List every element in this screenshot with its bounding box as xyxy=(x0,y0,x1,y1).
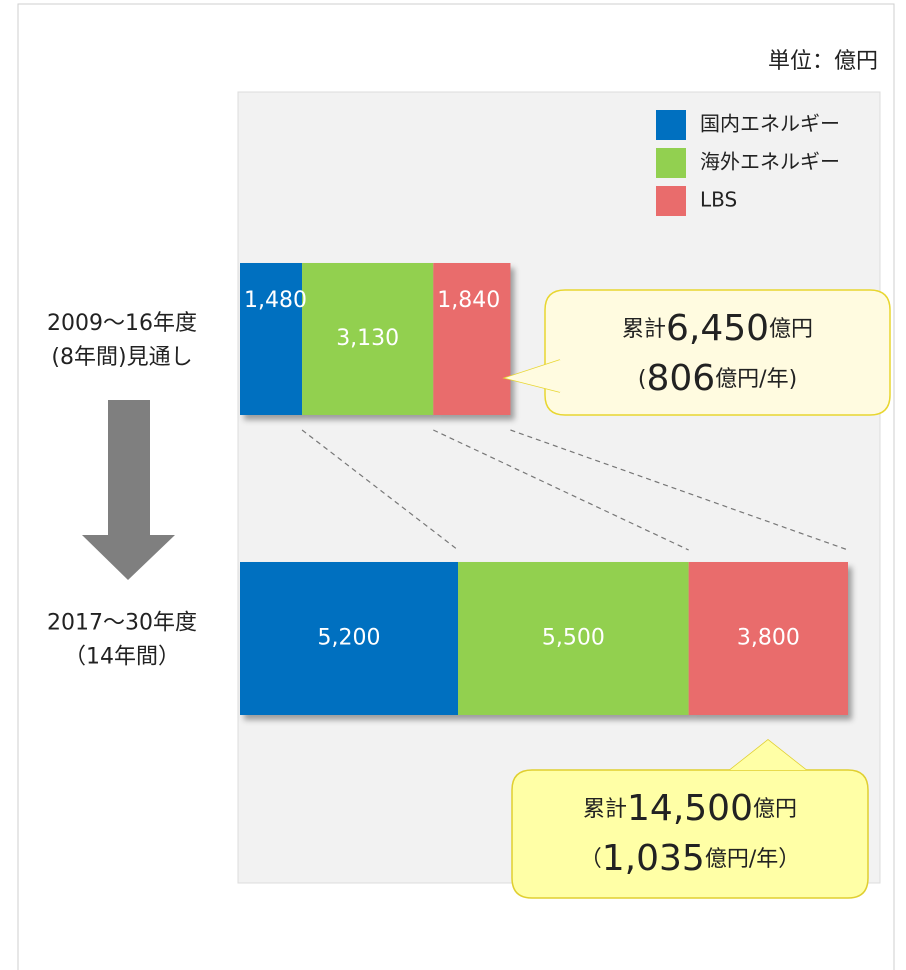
value-label: 3,130 xyxy=(336,326,399,351)
bar-segment xyxy=(240,562,459,715)
bar-group xyxy=(240,263,511,415)
frame xyxy=(17,3,895,970)
legend-label: 国内エネルギー xyxy=(700,112,840,136)
legend-label: LBS xyxy=(700,188,737,212)
value-label: 5,200 xyxy=(318,626,381,651)
legend-swatch xyxy=(656,110,686,140)
connector xyxy=(301,429,459,551)
value-label: 5,500 xyxy=(542,626,605,651)
callout-text-part: 累計 xyxy=(622,317,666,342)
callout-pointer-cover xyxy=(505,360,560,392)
connector xyxy=(433,429,689,551)
bar-segment xyxy=(433,263,511,415)
callout-text-part: 累計 xyxy=(583,797,627,822)
callout-text: 累計14,500億円 xyxy=(583,788,797,829)
category-label: (8年間)見通し xyxy=(51,345,192,370)
callout-text-part: 億円/年） xyxy=(705,847,800,872)
callout-box xyxy=(544,289,891,416)
bar-segment xyxy=(688,562,848,715)
value-label: 3,800 xyxy=(737,626,800,651)
callout-text-part: 806 xyxy=(646,358,715,399)
callout-pointer-cover xyxy=(730,740,806,770)
down-arrow xyxy=(82,400,175,580)
category-label: （14年間） xyxy=(64,645,180,670)
unit-label: 単位：億円 xyxy=(768,49,878,74)
callout-text-part: 14,500 xyxy=(627,788,753,829)
connector xyxy=(510,429,849,551)
category-label: 2017～30年度 xyxy=(47,611,197,636)
category-label: 2009～16年度 xyxy=(47,311,197,336)
legend-swatch xyxy=(656,148,686,178)
bar-segment xyxy=(302,263,434,415)
callout-text-part: ( xyxy=(638,367,647,392)
callout-text: （1,035億円/年） xyxy=(580,838,801,879)
callout-text-part: 6,450 xyxy=(666,308,769,349)
legend-swatch xyxy=(656,186,686,216)
bar-segment xyxy=(240,263,303,415)
bar-segment xyxy=(458,562,689,715)
callout-text-part: 億円/年) xyxy=(715,367,797,392)
callout-text: (806億円/年) xyxy=(638,358,797,399)
bar-group xyxy=(240,562,848,715)
callout-text-part: 1,035 xyxy=(602,838,705,879)
callout-text-part: 億円 xyxy=(753,797,797,822)
value-label: 1,840 xyxy=(437,288,500,313)
callout-text-part: （ xyxy=(580,847,602,872)
callout-box xyxy=(511,769,869,899)
callout-text-part: 億円 xyxy=(769,317,813,342)
callout-text: 累計6,450億円 xyxy=(622,308,813,349)
legend-label: 海外エネルギー xyxy=(700,150,840,174)
value-label: 1,480 xyxy=(244,288,307,313)
